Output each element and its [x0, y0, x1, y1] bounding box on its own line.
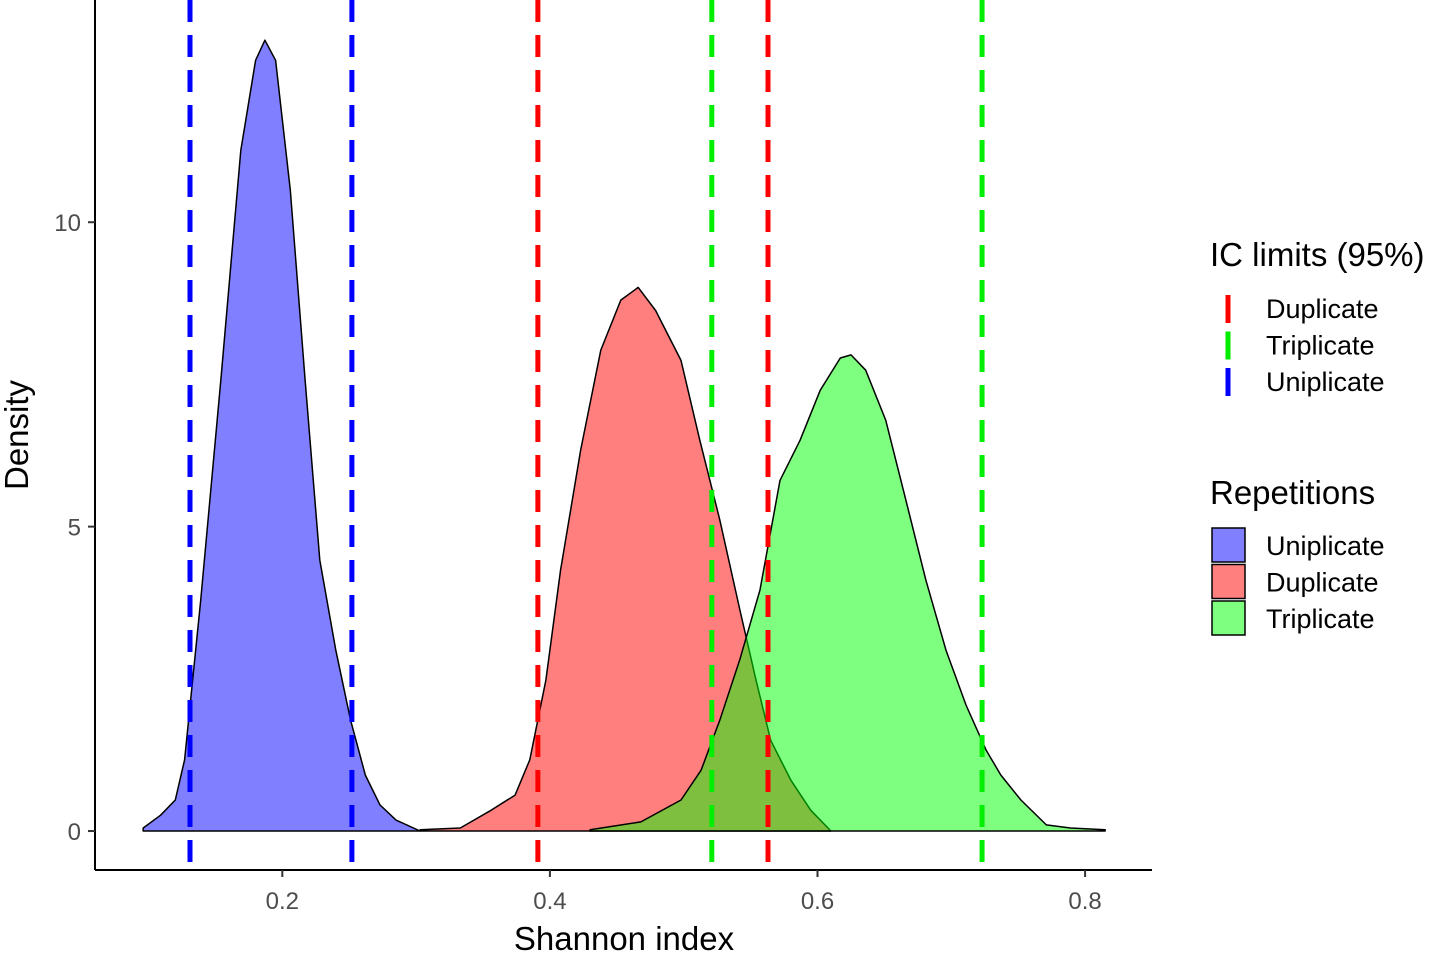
legend-key-uniplicate: [1211, 527, 1246, 563]
y-tick-label: 0: [68, 819, 81, 846]
y-axis-label: Density: [0, 379, 35, 490]
x-tick-label: 0.6: [801, 888, 834, 915]
legend-label-uniplicate: Uniplicate: [1266, 531, 1385, 561]
density-area-triplicate: [589, 354, 1106, 832]
density-area-uniplicate: [142, 39, 421, 832]
legend: IC limits (95%) Duplicate Triplicate Unipl…: [1210, 236, 1425, 636]
legend-key-triplicate: [1211, 600, 1246, 636]
y-tick-label: 5: [68, 515, 81, 542]
x-tick-label: 0.2: [266, 888, 299, 915]
legend-label-ic-triplicate: Triplicate: [1266, 331, 1375, 361]
legend-label-triplicate: Triplicate: [1266, 604, 1375, 634]
y-tick-label: 10: [54, 210, 81, 237]
ic-limits-legend-title: IC limits (95%): [1210, 236, 1425, 273]
legend-label-ic-uniplicate: Uniplicate: [1266, 367, 1385, 397]
ic-limit-lines: [187, 0, 985, 870]
axes: 0.2 0.4 0.6 0.8 0 5 10: [54, 0, 1152, 915]
repetitions-legend-title: Repetitions: [1210, 474, 1375, 511]
x-tick-label: 0.4: [533, 888, 566, 915]
density-areas: [142, 39, 1106, 832]
x-tick-label: 0.8: [1068, 888, 1101, 915]
legend-label-ic-duplicate: Duplicate: [1266, 294, 1379, 324]
x-axis-label: Shannon index: [514, 920, 735, 953]
legend-key-duplicate: [1211, 563, 1246, 600]
legend-label-duplicate: Duplicate: [1266, 568, 1379, 598]
